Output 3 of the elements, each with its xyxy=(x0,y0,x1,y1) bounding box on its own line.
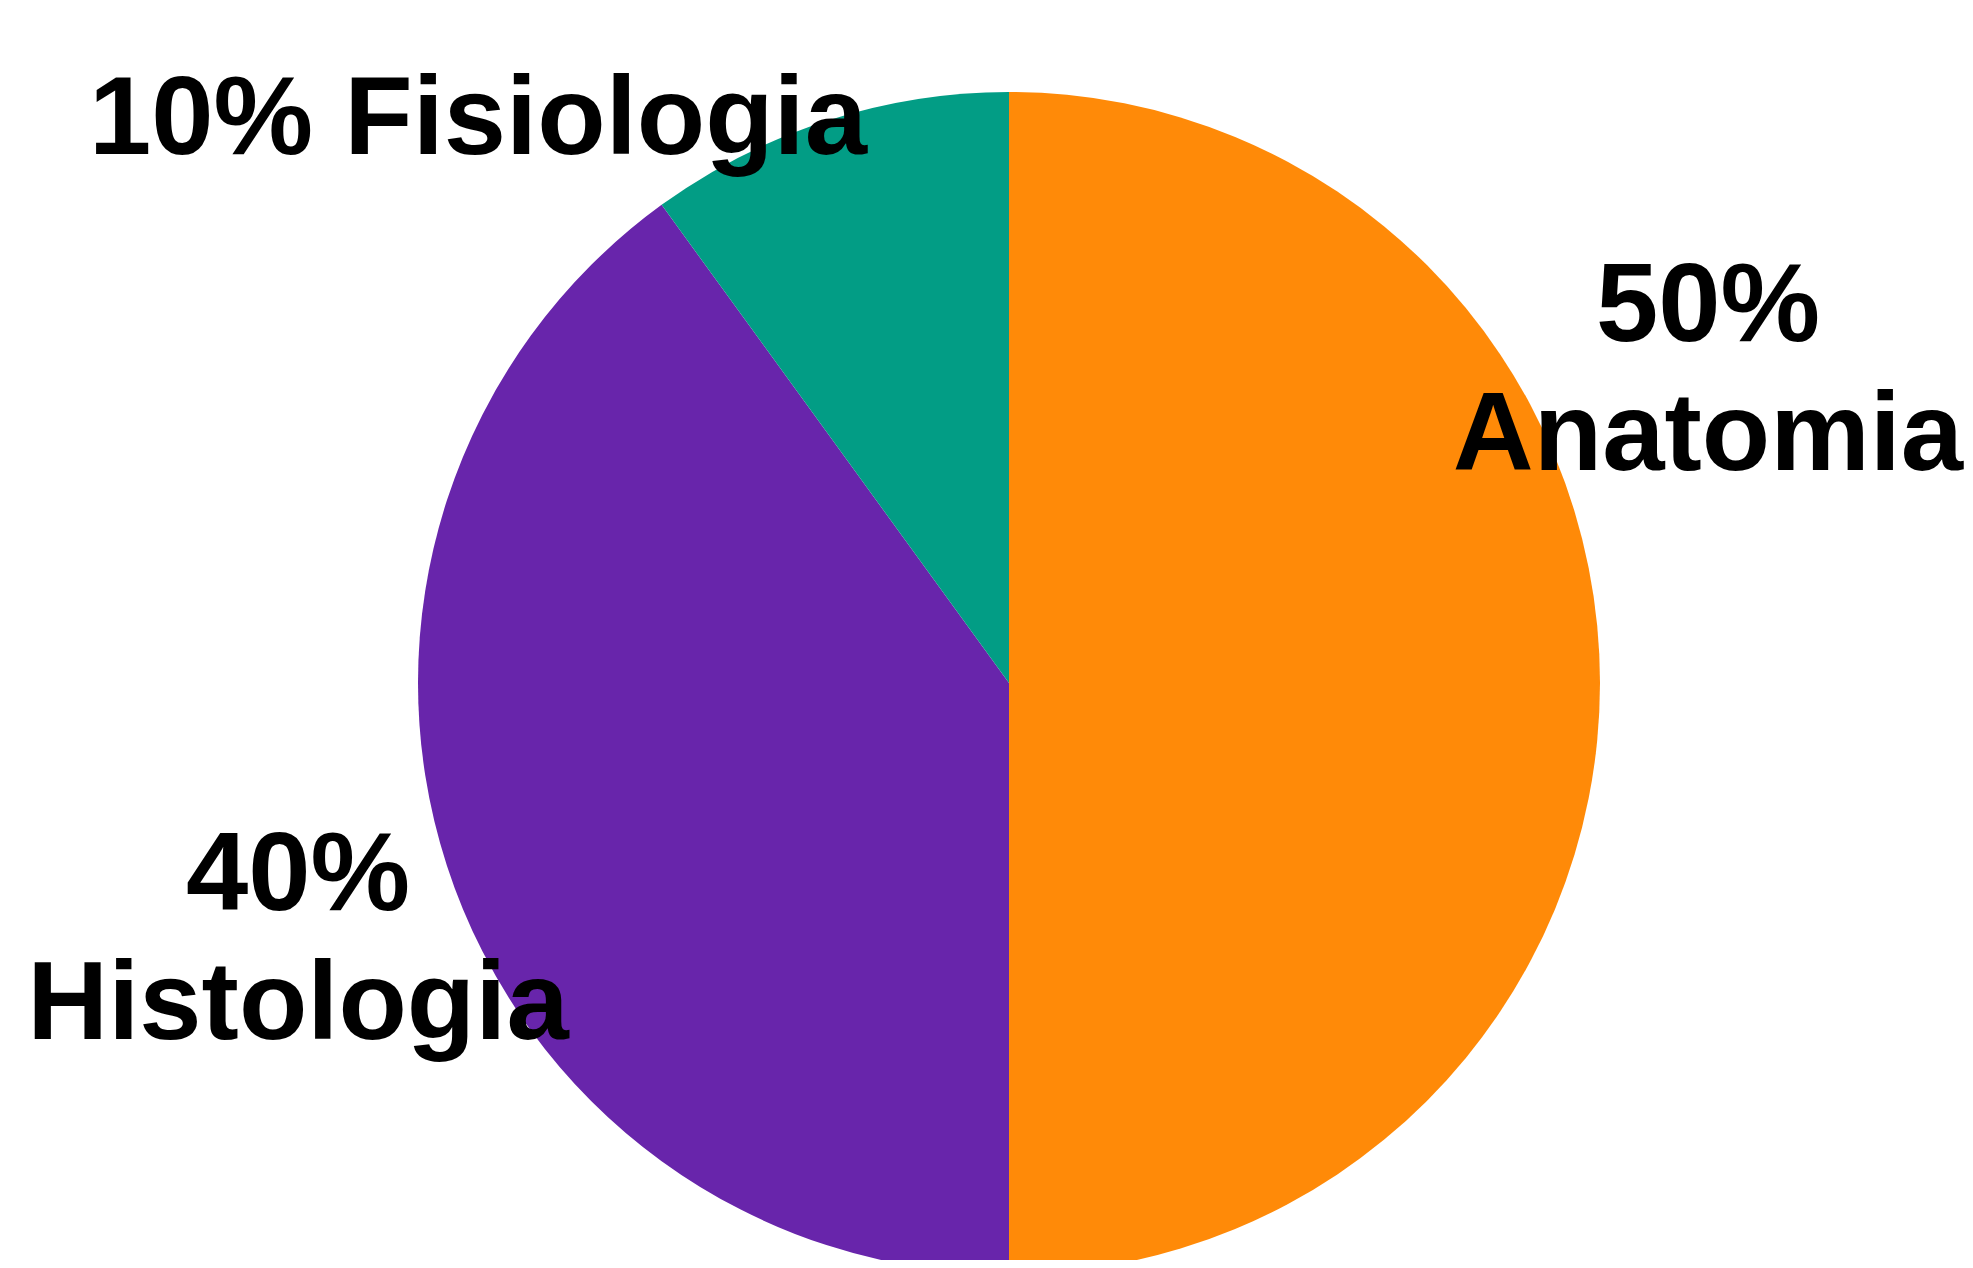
data-label: 50% xyxy=(1595,240,1821,365)
data-label: 40% xyxy=(185,809,411,934)
slice-label: 10% Fisiologia xyxy=(89,53,868,178)
